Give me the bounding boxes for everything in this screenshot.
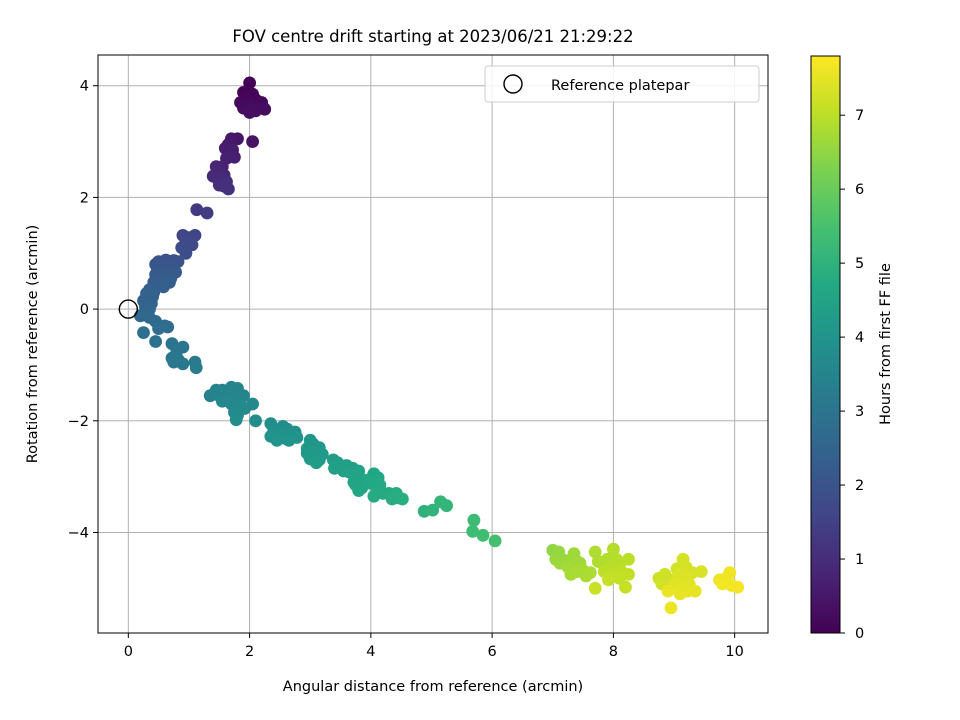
colorbar-tick-label: 7 xyxy=(855,108,864,124)
y-tick-label: 4 xyxy=(80,79,89,95)
data-point xyxy=(694,565,708,578)
data-point xyxy=(152,322,166,335)
legend: Reference platepar xyxy=(484,65,760,103)
y-axis-label: Rotation from reference (arcmin) xyxy=(25,225,41,464)
data-point xyxy=(723,566,737,580)
y-tick-label: −2 xyxy=(68,414,89,430)
data-point xyxy=(440,499,453,513)
data-point xyxy=(229,413,243,427)
data-point xyxy=(157,280,170,294)
colorbar-tick-label: 6 xyxy=(855,182,864,198)
colorbar-tick-label: 3 xyxy=(855,404,864,420)
x-tick-label: 2 xyxy=(245,644,254,660)
data-point xyxy=(176,357,190,371)
reference-marker xyxy=(118,299,139,319)
x-tick-label: 0 xyxy=(124,644,133,660)
data-point xyxy=(367,489,381,503)
colorbar-tick-label: 5 xyxy=(855,256,864,272)
data-points xyxy=(134,76,745,615)
data-point xyxy=(309,456,323,470)
x-tick-label: 4 xyxy=(366,644,375,660)
data-point xyxy=(583,566,597,580)
colorbar-ticks: 0 1 2 3 4 5 6 7 xyxy=(840,108,864,642)
legend-marker xyxy=(503,74,523,94)
data-point xyxy=(661,584,675,598)
x-tick-label: 10 xyxy=(725,644,743,660)
data-point xyxy=(282,433,296,447)
data-point xyxy=(190,203,204,217)
colorbar: 0 1 2 3 4 5 6 7 Hours from first FF file xyxy=(810,55,894,642)
grid-lines xyxy=(98,55,768,633)
colorbar-tick-label: 1 xyxy=(855,552,864,568)
data-point xyxy=(466,525,480,538)
legend-box xyxy=(484,65,760,103)
colorbar-label: Hours from first FF file xyxy=(878,263,894,425)
data-point xyxy=(249,414,262,428)
colorbar-gradient xyxy=(810,55,841,634)
y-tick-label: 0 xyxy=(80,302,89,318)
y-tick-label: 2 xyxy=(80,190,89,206)
legend-label: Reference platepar xyxy=(551,78,689,94)
colorbar-tick-label: 4 xyxy=(855,330,864,346)
data-point xyxy=(200,206,214,220)
data-point xyxy=(243,76,256,90)
data-point xyxy=(270,433,284,447)
data-point xyxy=(488,534,502,548)
y-axis-ticks: −4 −2 0 2 4 xyxy=(68,79,98,541)
data-point xyxy=(179,246,193,260)
chart-title: FOV centre drift starting at 2023/06/21 … xyxy=(232,27,633,46)
data-point xyxy=(149,335,163,348)
y-tick-label: −4 xyxy=(68,525,89,541)
data-point xyxy=(476,528,490,542)
plot-frame xyxy=(97,54,769,634)
x-tick-label: 6 xyxy=(488,644,497,660)
x-tick-label: 8 xyxy=(609,644,618,660)
data-point xyxy=(673,587,687,601)
colorbar-tick-label: 0 xyxy=(855,626,864,642)
data-point xyxy=(688,584,702,598)
x-axis-ticks: 0 2 4 6 8 10 xyxy=(124,633,744,660)
data-point xyxy=(588,581,602,595)
data-point xyxy=(607,542,620,556)
data-point xyxy=(222,182,235,196)
data-point xyxy=(731,580,745,594)
data-point xyxy=(243,106,256,119)
data-point xyxy=(352,484,366,497)
colorbar-tick-label: 2 xyxy=(855,478,864,494)
data-point xyxy=(622,568,635,581)
data-point xyxy=(619,580,632,594)
data-point xyxy=(426,503,440,517)
data-point xyxy=(137,326,150,339)
data-point xyxy=(396,492,409,506)
data-point xyxy=(622,552,635,566)
data-point xyxy=(602,573,615,587)
data-point xyxy=(246,135,259,149)
data-point xyxy=(189,361,203,375)
data-point xyxy=(664,601,678,615)
x-axis-label: Angular distance from reference (arcmin) xyxy=(283,679,583,695)
data-point xyxy=(467,513,481,527)
